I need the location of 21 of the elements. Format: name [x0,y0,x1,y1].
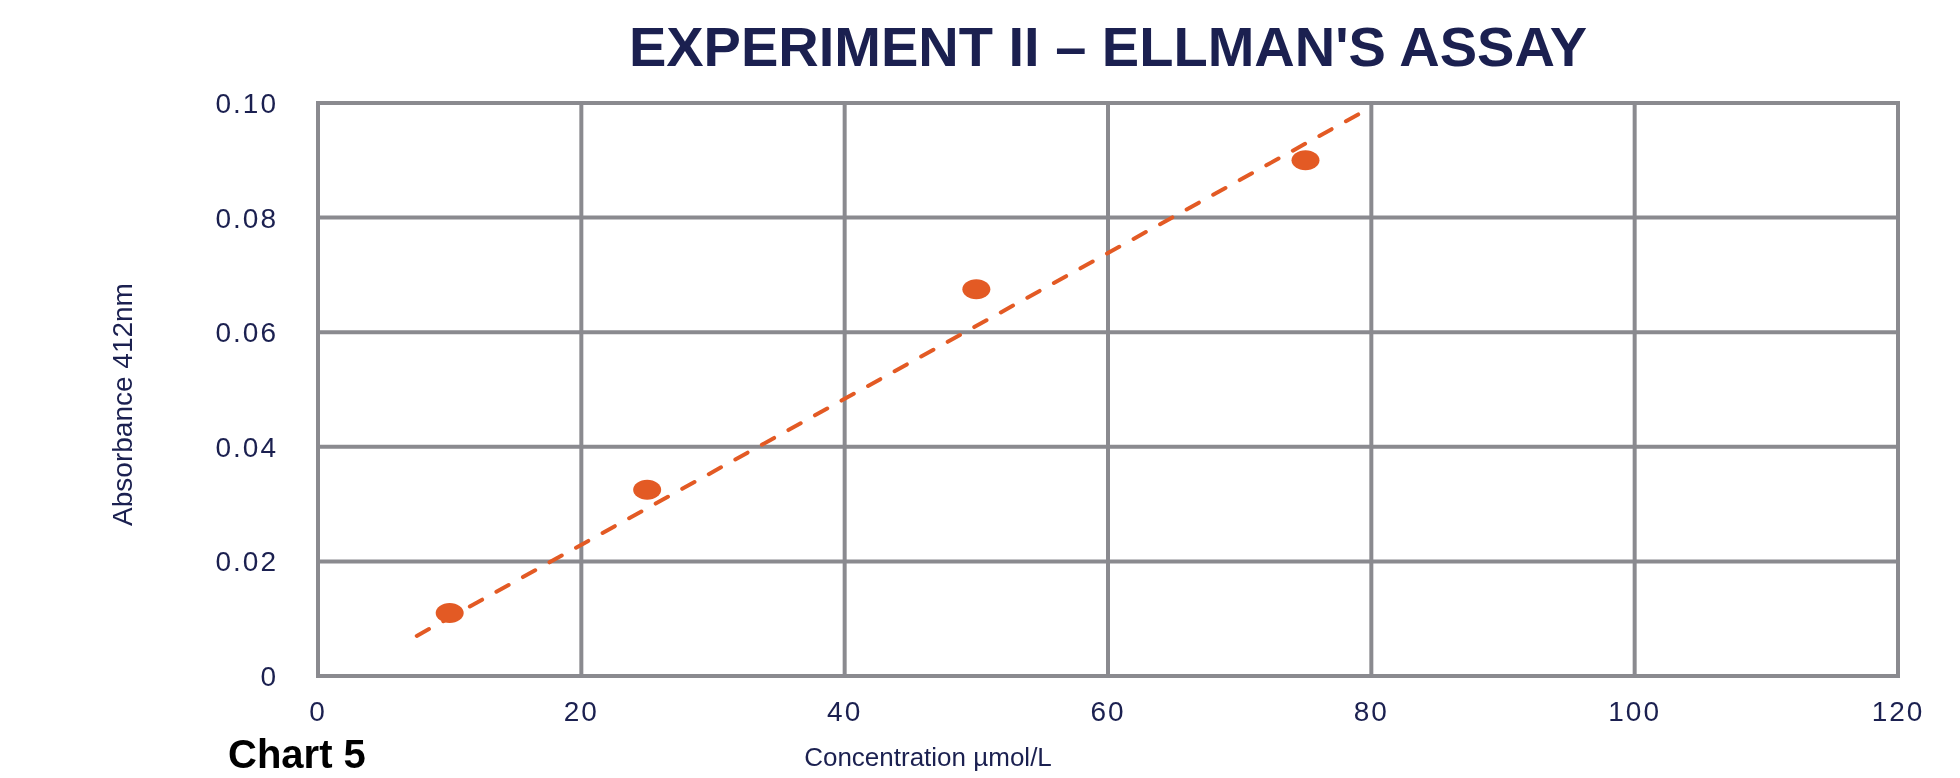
y-tick-label: 0 [260,661,278,692]
y-tick-label: 0.08 [215,202,278,234]
chart-title: EXPERIMENT II – ELLMAN'S ASSAY [628,15,1588,78]
x-tick-label: 60 [1090,696,1126,727]
y-tick-label: 0.06 [215,317,278,349]
y-tick-label: 0.04 [215,431,278,463]
x-axis-title: Concentration µmol/L [804,742,1052,772]
x-tick-label: 0 [309,696,327,727]
point [1291,150,1320,171]
x-tick-label: 120 [1871,696,1925,727]
point [962,279,991,300]
point [633,479,662,500]
caption: Chart 5 [228,732,366,776]
x-tick-label: 20 [563,696,599,727]
x-tick-label: 80 [1353,696,1389,727]
y-axis-title: Absorbance 412nm [107,283,138,526]
y-tick-label: 0.02 [215,546,278,578]
y-tick-label: 0.10 [215,88,278,119]
point [435,602,464,623]
x-tick-label: 100 [1608,696,1662,727]
x-tick-label: 40 [827,696,863,727]
